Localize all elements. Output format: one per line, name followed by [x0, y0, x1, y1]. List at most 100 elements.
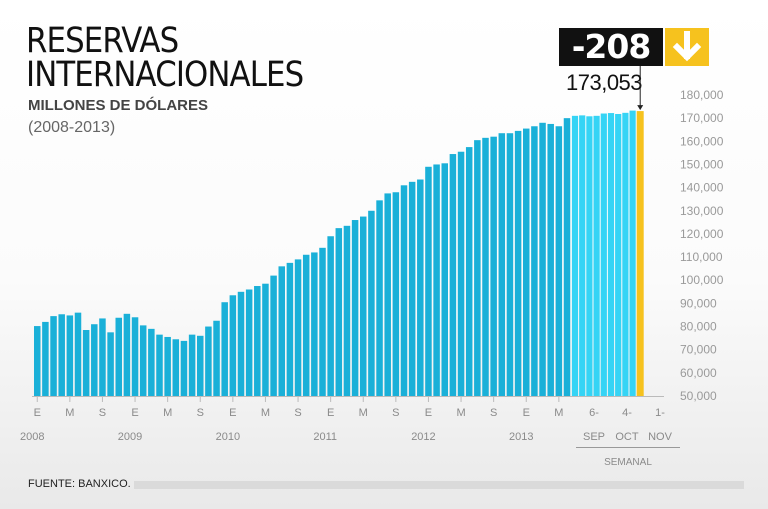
bar-weekly [615, 113, 622, 397]
bar-monthly [343, 225, 351, 396]
year-label: 2009 [118, 431, 142, 443]
week-month-label: SEP [583, 431, 605, 443]
bar-monthly [311, 252, 318, 396]
bar-weekly [579, 115, 586, 397]
y-tick-label: 170,000 [680, 111, 724, 125]
year-label: 2011 [313, 431, 337, 443]
bar-monthly [482, 137, 489, 397]
bar-monthly [245, 289, 253, 396]
bar-weekly [593, 115, 600, 396]
y-tick-label: 110,000 [680, 250, 723, 264]
source-divider [134, 481, 744, 489]
bar-monthly [123, 313, 131, 396]
x-tick-label: E [131, 407, 138, 419]
bar-monthly [523, 128, 530, 397]
bar-monthly [384, 193, 391, 396]
bar-monthly [457, 151, 465, 396]
bar-monthly [531, 126, 538, 396]
x-tick-label: E [229, 407, 236, 419]
x-tick-label: S [197, 407, 204, 419]
bar-monthly [441, 163, 448, 396]
bar-monthly [376, 200, 383, 396]
x-tick-label: M [359, 407, 368, 419]
bar-monthly [319, 247, 326, 396]
bar-monthly [474, 140, 481, 396]
title-line-1: RESERVAS [26, 21, 179, 61]
bar-monthly [417, 179, 424, 396]
bar-monthly [221, 302, 228, 396]
bar-monthly [254, 286, 261, 396]
bar-latest [636, 111, 644, 397]
x-tick-label: E [425, 407, 432, 419]
x-tick-label: E [523, 407, 530, 419]
bar-monthly [351, 220, 359, 396]
week-day-label: 4- [622, 407, 632, 419]
bar-monthly [205, 326, 212, 396]
bar-monthly [156, 334, 163, 396]
bar-monthly [42, 321, 49, 396]
bar-monthly [188, 334, 196, 396]
bar-monthly [498, 133, 506, 396]
bar-monthly [82, 330, 90, 396]
bar-monthly [302, 254, 310, 396]
year-label: 2012 [411, 431, 435, 443]
x-tick-label: S [392, 407, 399, 419]
x-tick-label: S [99, 407, 106, 419]
x-tick-label: S [490, 407, 497, 419]
bar-weekly [586, 116, 593, 396]
bar-monthly [66, 315, 74, 396]
chart-title: RESERVAS INTERNACIONALES [26, 21, 304, 93]
y-tick-label: 150,000 [680, 157, 724, 171]
x-tick-label: S [294, 407, 301, 419]
bar-monthly [392, 192, 400, 396]
bar-monthly [50, 316, 57, 396]
x-tick-label: E [34, 407, 41, 419]
bar-monthly [148, 328, 155, 396]
bar-monthly [91, 324, 98, 396]
y-tick-label: 130,000 [680, 204, 724, 218]
bar-monthly [164, 336, 171, 396]
bar-monthly [34, 326, 41, 396]
arrow-down-icon [665, 28, 709, 66]
bar-monthly [400, 185, 408, 396]
x-tick-label: M [456, 407, 465, 419]
bar-monthly [555, 126, 563, 396]
bar-monthly [107, 332, 114, 396]
date-range: (2008-2013) [28, 119, 116, 136]
y-tick-label: 50,000 [680, 389, 717, 403]
y-tick-label: 140,000 [680, 181, 724, 195]
year-label: 2013 [509, 431, 533, 443]
bar-monthly [335, 228, 343, 396]
y-tick-label: 60,000 [680, 366, 717, 380]
week-month-label: OCT [615, 431, 639, 443]
bar-monthly [368, 210, 375, 396]
x-tick-label: M [163, 407, 172, 419]
bar-monthly [99, 318, 106, 396]
bar-monthly [286, 262, 294, 396]
bar-weekly [600, 113, 607, 397]
source-note: FUENTE: BANXICO. [28, 478, 131, 490]
bar-monthly [490, 136, 497, 396]
bar-monthly [197, 335, 204, 396]
y-tick-label: 100,000 [680, 273, 724, 287]
week-day-label: 6- [589, 407, 599, 419]
x-tick-label: M [261, 407, 270, 419]
weekly-group-label: SEMANAL [604, 457, 652, 468]
bar-monthly [115, 317, 122, 396]
bar-monthly [229, 295, 237, 396]
x-tick-label: M [65, 407, 74, 419]
bar-weekly [607, 113, 615, 396]
bar-monthly [58, 314, 65, 396]
bar-monthly [327, 236, 334, 396]
bar-monthly [180, 340, 188, 396]
bar-monthly [131, 317, 139, 396]
bar-monthly [506, 133, 514, 396]
bar-monthly [547, 123, 554, 396]
bar-monthly [449, 154, 457, 396]
y-tick-label: 80,000 [680, 320, 717, 334]
bar-monthly [74, 312, 82, 396]
bar-monthly [433, 164, 440, 396]
year-label: 2008 [20, 431, 44, 443]
bar-monthly [278, 266, 285, 396]
chart-subtitle: MILLONES DE DÓLARES [28, 97, 209, 114]
